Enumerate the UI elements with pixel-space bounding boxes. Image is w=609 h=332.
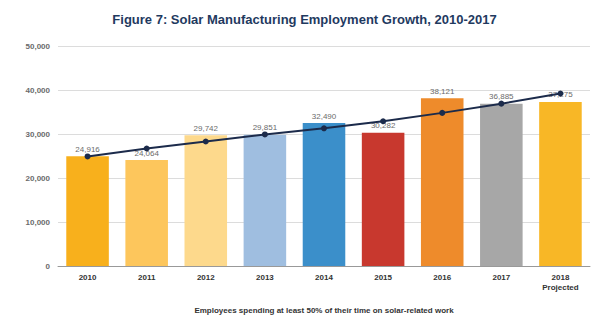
svg-text:24,916: 24,916 (75, 145, 100, 154)
svg-text:2013: 2013 (256, 273, 274, 282)
svg-text:2016: 2016 (433, 273, 451, 282)
svg-text:38,121: 38,121 (430, 87, 455, 96)
svg-text:29,742: 29,742 (194, 124, 219, 133)
svg-text:30,000: 30,000 (26, 130, 51, 139)
svg-text:24,064: 24,064 (134, 148, 159, 158)
svg-text:30,282: 30,282 (370, 121, 396, 131)
svg-text:Figure 7: Solar Manufacturing: Figure 7: Solar Manufacturing Employment… (112, 12, 496, 27)
svg-text:40,000: 40,000 (26, 86, 51, 95)
svg-text:20,000: 20,000 (26, 174, 51, 183)
svg-text:50,000: 50,000 (26, 42, 51, 51)
svg-text:2017: 2017 (492, 273, 510, 282)
svg-text:2018: 2018 (552, 273, 570, 282)
svg-text:36,885: 36,885 (489, 92, 514, 101)
svg-text:0: 0 (46, 262, 51, 271)
svg-text:2011: 2011 (138, 273, 156, 282)
svg-text:Projected: Projected (542, 283, 579, 292)
svg-text:37,275: 37,275 (548, 90, 573, 100)
svg-text:2010: 2010 (79, 273, 97, 282)
svg-text:2014: 2014 (315, 273, 333, 282)
svg-text:32,490: 32,490 (312, 112, 337, 121)
svg-text:2012: 2012 (197, 273, 215, 282)
svg-text:2015: 2015 (374, 273, 392, 282)
svg-text:Employees spending at least 50: Employees spending at least 50% of their… (194, 306, 454, 315)
svg-text:10,000: 10,000 (26, 218, 51, 227)
svg-text:29,851: 29,851 (253, 123, 278, 132)
